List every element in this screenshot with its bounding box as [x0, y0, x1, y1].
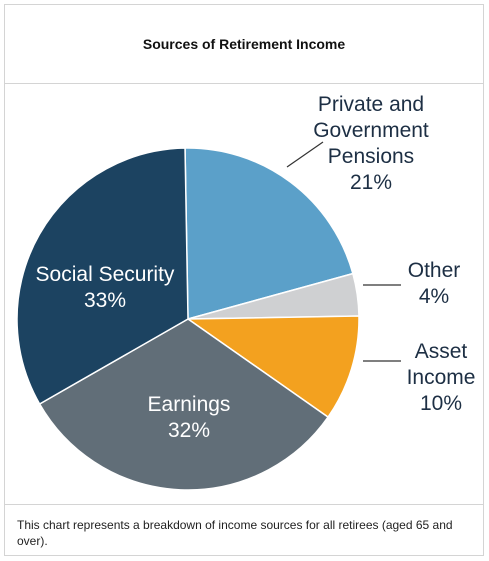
slice-name-asset-income: Asset [415, 340, 468, 363]
slice-label-social-security: Social Security 33% [36, 263, 175, 312]
slice-name-private-and-government-pensions: Private and [318, 93, 424, 116]
pie-slice-earnings [38, 318, 330, 491]
slice-name-private-and-government-pensions: Government [313, 119, 429, 142]
slice-name-other: Other [408, 259, 461, 282]
slice-percent-asset-income: 10% [420, 392, 462, 415]
slice-percent-social-security: 33% [84, 289, 126, 312]
slice-percent-earnings: 32% [168, 419, 210, 442]
leader-line-private-and-government-pensions [286, 141, 324, 168]
title-bar: Sources of Retirement Income [5, 5, 483, 84]
slice-name-social-security: Social Security [36, 263, 175, 286]
chart-caption: This chart represents a breakdown of inc… [5, 504, 483, 556]
slice-label-other: Other 4% [408, 259, 461, 308]
pie-slice-asset-income [185, 315, 360, 419]
slice-label-private-and-government-pensions: Private and Government Pensions 21% [313, 93, 429, 194]
slice-name-private-and-government-pensions: Pensions [328, 145, 414, 168]
slice-label-asset-income: Asset Income 10% [407, 340, 476, 415]
pie-slice-social-security [16, 147, 189, 406]
pie-slice-private-and-government-pensions [184, 147, 354, 320]
chart-area: Private and Government Pensions 21% Other 4% A… [5, 84, 483, 504]
slice-name-earnings: Earnings [148, 393, 231, 416]
slice-name-asset-income: Income [407, 366, 476, 389]
chart-title: Sources of Retirement Income [142, 36, 346, 52]
slice-percent-private-and-government-pensions: 21% [350, 171, 392, 194]
slice-label-earnings: Earnings 32% [148, 393, 231, 442]
chart-card: Sources of Retirement Income Private and… [4, 4, 484, 556]
slice-percent-other: 4% [419, 285, 449, 308]
